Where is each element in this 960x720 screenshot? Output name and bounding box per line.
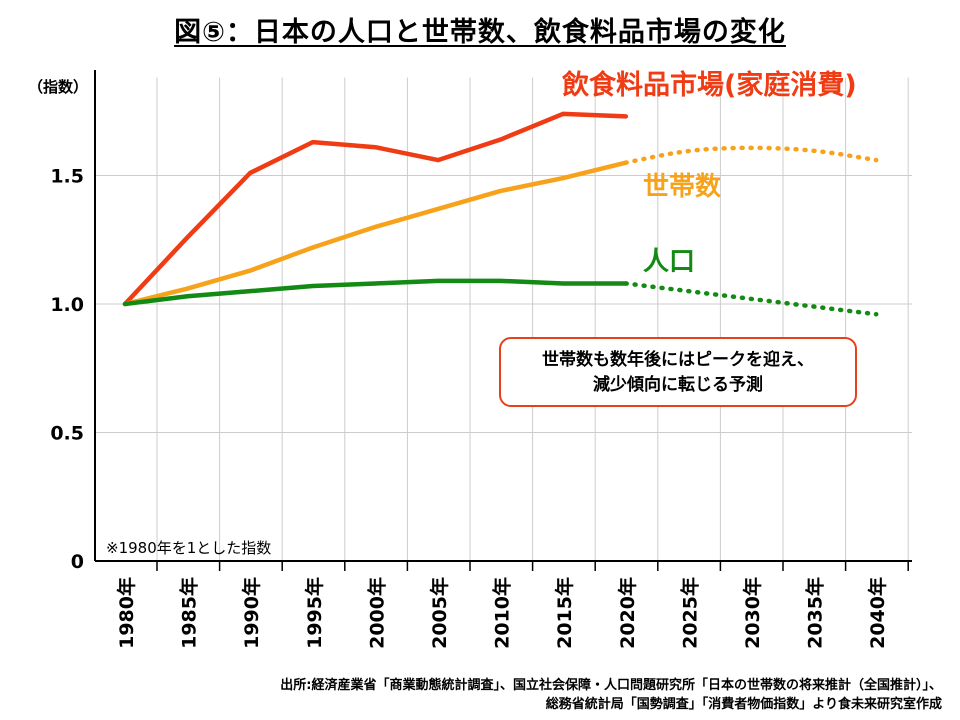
y-tick-label: 0.5 xyxy=(50,423,84,445)
data-point-food xyxy=(561,111,566,116)
data-point-population xyxy=(436,278,440,283)
x-tick-label: 2000年 xyxy=(365,577,388,649)
page-title: 図⑤：日本の人口と世帯数、飲食料品市場の変化 xyxy=(0,10,960,49)
data-point-population xyxy=(310,284,315,289)
series-label-household: 世帯数 xyxy=(643,172,722,202)
y-tick-label: 0 xyxy=(71,551,84,573)
series-label-population: 人口 xyxy=(643,247,695,277)
x-tick-label: 2010年 xyxy=(491,577,514,649)
data-point-population xyxy=(561,281,566,286)
x-tick-label: 2025年 xyxy=(678,577,701,649)
data-point-food xyxy=(436,158,440,163)
data-point-household xyxy=(436,206,440,211)
chart-labels: 0 0.5 1.0 1.5 1980年 1985年 1990年 1995年 2000年 2005年… xyxy=(28,69,889,649)
source-line-2: 総務省統計局「国勢調査」「消費者物価指数」より食未来研究室作成 xyxy=(545,697,942,712)
data-point-food xyxy=(498,137,503,142)
source-note: 出所:経済産業省「商業動態統計調査」、国立社会保障・人口問題研究所「日本の世帯数… xyxy=(280,676,942,714)
projection-line-household xyxy=(623,145,879,165)
data-point-household xyxy=(498,188,503,193)
y-tick-label: 1.5 xyxy=(50,166,84,188)
data-point-household xyxy=(185,286,190,291)
x-tick-label: 1995年 xyxy=(303,577,326,649)
data-point-household xyxy=(310,245,315,250)
data-point-food xyxy=(185,235,190,240)
x-tick-label: 1985年 xyxy=(178,577,201,649)
data-point-food xyxy=(310,140,315,145)
x-tick-label: 2040年 xyxy=(866,577,889,649)
data-point-population xyxy=(185,294,190,299)
chart-note: ※1980年を1とした指数 xyxy=(106,539,271,557)
annotation-callout: 世帯数も数年後にはピークを迎え、 減少傾向に転じる予測 xyxy=(499,337,857,407)
x-tick-label: 2005年 xyxy=(428,577,451,649)
page-title-text: 図⑤：日本の人口と世帯数、飲食料品市場の変化 xyxy=(174,17,786,48)
x-tick-label: 2015年 xyxy=(553,577,576,649)
y-axis-label: （指数） xyxy=(28,78,88,96)
data-point-household xyxy=(373,224,378,229)
grid-lines xyxy=(95,77,912,561)
data-point-population xyxy=(498,278,503,283)
x-tick-label: 2020年 xyxy=(616,577,639,649)
source-line-1: 出所:経済産業省「商業動態統計調査」、国立社会保障・人口問題研究所「日本の世帯数… xyxy=(280,678,942,693)
data-point-food xyxy=(248,170,253,175)
series-label-food: 飲食料品市場(家庭消費) xyxy=(561,69,857,101)
data-point-population xyxy=(123,302,127,306)
x-tick-label: 1990年 xyxy=(240,577,263,649)
x-tick-label: 2030年 xyxy=(741,577,764,649)
series-line-food xyxy=(122,111,629,307)
callout-line-1: 世帯数も数年後にはピークを迎え、 xyxy=(542,350,814,370)
x-tick-label: 1980年 xyxy=(115,577,138,649)
data-point-household xyxy=(248,268,253,273)
series-lines xyxy=(122,111,879,317)
data-point-household xyxy=(561,176,566,181)
callout-line-2: 減少傾向に転じる予測 xyxy=(593,375,763,395)
data-point-population xyxy=(248,289,253,294)
axes xyxy=(94,70,912,571)
data-point-food xyxy=(623,114,628,119)
x-tick-label: 2035年 xyxy=(804,577,827,649)
y-tick-label: 1.0 xyxy=(50,294,84,316)
data-point-food xyxy=(373,145,378,150)
data-point-population xyxy=(373,281,378,286)
